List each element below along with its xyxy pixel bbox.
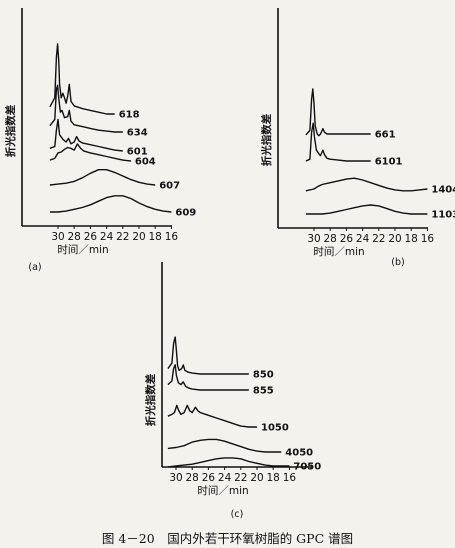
series-label-6101: 6101 — [375, 157, 403, 168]
series-line-618 — [49, 43, 115, 115]
x-tick-label: 20 — [388, 233, 401, 245]
series-line-604 — [49, 143, 131, 162]
panel-c: 30 28 26 24 22 20 18 16 时间／min 折光指数差 (c) 850 855 1050… — [144, 262, 321, 520]
x-tick-label: 20 — [250, 472, 263, 484]
series-line-855 — [167, 364, 249, 391]
x-tick-label: 28 — [186, 472, 199, 484]
figure-caption: 图 4－20 国内外若干环氧树脂的 GPC 谱图 — [101, 531, 354, 546]
series-label-7050: 7050 — [293, 462, 321, 473]
panel-b: 30 28 26 24 22 20 18 16 时间／min 折光指数差 (b) 661 6101 140… — [260, 8, 455, 268]
series-line-7050 — [167, 457, 290, 468]
series-label-1404: 1404 — [431, 185, 455, 196]
series-label-618: 618 — [119, 110, 140, 121]
series-label-661: 661 — [375, 130, 396, 141]
y-axis-title: 折光指数差 — [144, 373, 157, 426]
x-tick-label: 30 — [169, 472, 182, 484]
x-tick-label: 18 — [267, 472, 280, 484]
x-tick-label: 26 — [340, 233, 354, 245]
x-axis-title: 时间／min — [57, 243, 108, 256]
y-axis-title: 折光指数差 — [4, 104, 17, 157]
series-label-609: 609 — [175, 208, 196, 219]
x-tick-label: 18 — [405, 233, 418, 245]
series-label-850: 850 — [253, 370, 274, 381]
series-label-4050: 4050 — [285, 448, 313, 459]
panel-label: (c) — [231, 509, 244, 520]
x-tick-label: 28 — [68, 231, 81, 243]
series-line-850 — [167, 336, 249, 375]
x-tick-label: 24 — [356, 233, 370, 245]
series-line-1404 — [305, 177, 428, 192]
series-line-4050 — [167, 438, 282, 453]
x-tick-label: 30 — [51, 231, 64, 243]
x-tick-label: 18 — [149, 231, 162, 243]
x-tick-label: 24 — [100, 231, 114, 243]
series-label-1050: 1050 — [261, 423, 289, 434]
x-tick-label: 24 — [218, 472, 232, 484]
x-tick-label: 26 — [84, 231, 98, 243]
x-tick-label: 26 — [202, 472, 216, 484]
panel-label: (b) — [391, 257, 404, 268]
series-label-634: 634 — [127, 128, 148, 139]
x-axis-title: 时间／min — [197, 484, 248, 497]
series-line-601 — [49, 118, 123, 152]
series-line-607 — [49, 169, 156, 186]
x-tick-label: 22 — [372, 233, 385, 245]
series-label-607: 607 — [159, 181, 180, 192]
x-tick-label: 22 — [116, 231, 129, 243]
series-label-855: 855 — [253, 386, 274, 397]
x-tick-label: 16 — [283, 472, 297, 484]
panel-label: (a) — [28, 262, 41, 273]
panel-a: 30 28 26 24 22 20 18 16时间／min折光指数差(a)6186346016… — [4, 8, 196, 273]
x-tick-label: 22 — [234, 472, 247, 484]
series-line-609 — [49, 195, 172, 213]
x-axis-title: 时间／min — [313, 245, 364, 258]
series-line-6101 — [305, 122, 371, 162]
series-label-604: 604 — [135, 157, 156, 168]
x-tick-label: 16 — [421, 233, 435, 245]
x-tick-label: 30 — [307, 233, 320, 245]
series-line-1103 — [305, 204, 428, 215]
series-line-634 — [49, 84, 123, 133]
x-tick-label: 16 — [165, 231, 179, 243]
y-axis-title: 折光指数差 — [260, 113, 273, 166]
x-tick-label: 20 — [132, 231, 145, 243]
series-label-601: 601 — [127, 147, 148, 158]
series-line-1050 — [167, 404, 257, 428]
series-line-661 — [305, 88, 371, 137]
x-tick-label: 28 — [324, 233, 337, 245]
